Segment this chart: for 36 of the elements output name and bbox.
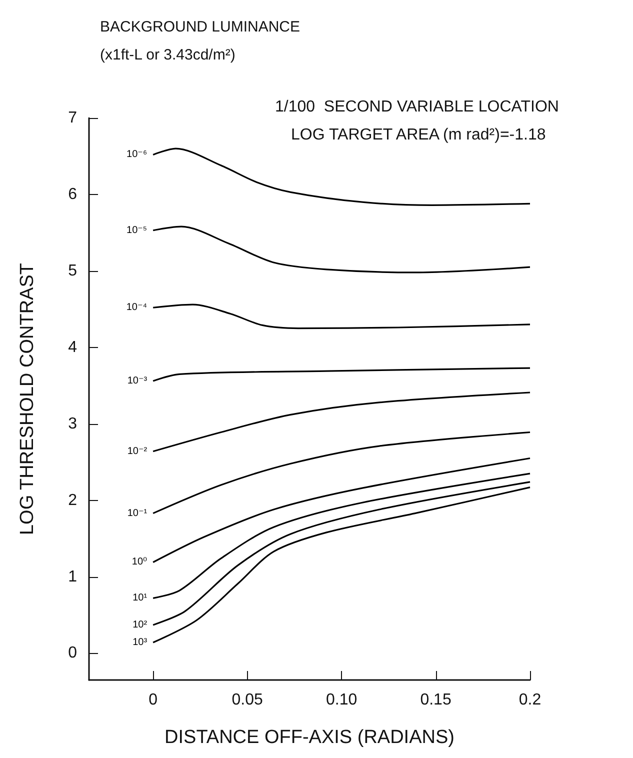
x-tick-label: 0.05 bbox=[232, 692, 263, 708]
series-label: 10⁻³ bbox=[127, 376, 148, 387]
x-tick-label: 0.10 bbox=[326, 692, 358, 708]
line-series bbox=[152, 148, 531, 206]
x-tick-label: 0 bbox=[148, 692, 158, 708]
series-label: 10⁰ bbox=[132, 556, 148, 568]
line-series bbox=[152, 392, 531, 452]
series-label: 10⁻¹ bbox=[127, 508, 148, 519]
line-series bbox=[152, 226, 531, 274]
line-series bbox=[152, 431, 531, 514]
y-tick-label: 0 bbox=[68, 644, 78, 662]
y-tick-label: 1 bbox=[68, 568, 78, 586]
y-tick-label: 3 bbox=[68, 415, 78, 432]
series-label: 10² bbox=[132, 619, 148, 630]
y-tick-label: 2 bbox=[68, 492, 78, 509]
x-axis-title: DISTANCE OFF-AXIS (RADIANS) bbox=[164, 727, 454, 748]
x-tick-label: 0.2 bbox=[518, 692, 542, 708]
line-series bbox=[152, 472, 531, 599]
series-label: 10⁻² bbox=[127, 446, 148, 457]
x-tick-label: 0.15 bbox=[420, 692, 452, 708]
line-series bbox=[152, 304, 531, 330]
series-label: 10¹ bbox=[132, 592, 148, 604]
y-axis-title: LOG THRESHOLD CONTRAST bbox=[17, 262, 38, 536]
series-label: 10⁻⁵ bbox=[126, 224, 148, 236]
y-tick-label: 4 bbox=[68, 338, 78, 356]
legend-title: BACKGROUND LUMINANCE (x1ft-L or 3.43cd/m²) bbox=[100, 18, 300, 64]
text: LOG TARGET AREA (m rad²)=-1.18 bbox=[291, 126, 546, 144]
series-label: 10⁻⁴ bbox=[126, 302, 148, 314]
y-tick-label: 7 bbox=[68, 110, 78, 126]
y-tick-label: 6 bbox=[68, 186, 78, 203]
series-label: 10³ bbox=[132, 637, 148, 648]
series-label: 10⁻⁶ bbox=[126, 149, 148, 160]
chart-title: 1/100 SECOND VARIABLE LOCATION bbox=[275, 98, 559, 116]
line-series bbox=[152, 457, 531, 564]
line-series bbox=[152, 367, 531, 382]
y-tick-label: 5 bbox=[68, 262, 78, 280]
